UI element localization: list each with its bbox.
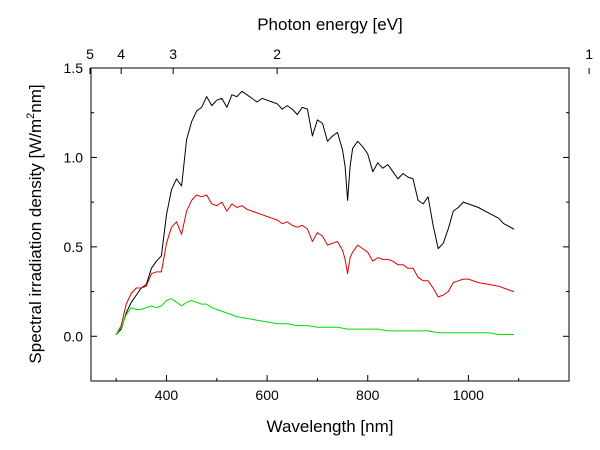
x-tick-label: 600: [255, 387, 279, 403]
top-axis-title: Photon energy [eV]: [257, 15, 403, 34]
top-tick-label: 3: [169, 46, 177, 62]
y-tick-label: 1.5: [64, 60, 84, 76]
y-axis-title-superscript: 2: [25, 113, 37, 119]
data-series: [115, 90, 515, 335]
series-line-1: [115, 90, 515, 335]
y-axis-title-tail: nm]: [26, 84, 45, 112]
top-tick-label: 1: [585, 46, 593, 62]
series-line-2: [115, 194, 515, 335]
y-axis-title: Spectral irradiation density [W/m2nm]: [25, 84, 45, 363]
x-tick-label: 800: [356, 387, 380, 403]
top-tick-label: 5: [86, 46, 94, 62]
plot-frame: [90, 67, 570, 382]
y-tick-label: 0.5: [64, 239, 84, 255]
x-tick-label: 1000: [453, 387, 484, 403]
top-tick-label: 4: [117, 46, 125, 62]
series-line-3: [115, 298, 515, 335]
y-axis-title-main: Spectral irradiation density [W/m: [26, 119, 45, 364]
y-tick-label: 0.0: [64, 328, 84, 344]
x-tick-label: 400: [155, 387, 179, 403]
tick-labels: 400 600 800 1000 0.0 0.5 1.0 1.55 4 3 2 1: [64, 46, 594, 403]
y-tick-label: 1.0: [64, 149, 84, 165]
x-axis-title: Wavelength [nm]: [267, 417, 394, 436]
tick-marks: [89, 67, 590, 382]
top-tick-label: 2: [273, 46, 281, 62]
